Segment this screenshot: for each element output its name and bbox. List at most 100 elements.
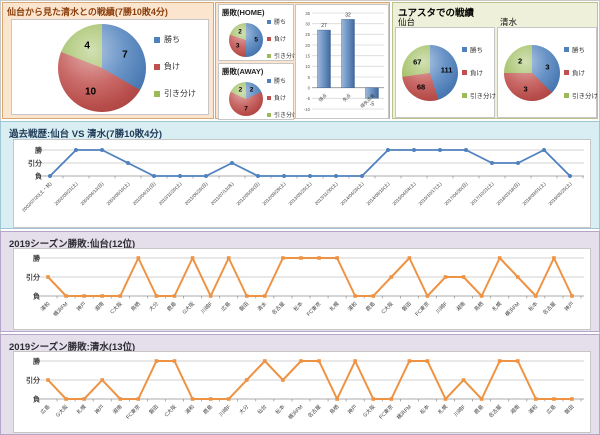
legend-label: 引き分け [572, 93, 598, 100]
yuasta-sendai-card: 111 68 67 勝ち 負け 引き分け [395, 27, 496, 118]
legend-item: 引き分け [564, 90, 598, 100]
data-point [118, 397, 123, 401]
data-point [226, 256, 231, 260]
yuasta-sendai-legend: 勝ち 負け 引き分け [462, 44, 496, 113]
legend-item: 勝ち [462, 44, 496, 54]
x-tick-label: 2013/11/30(土) [313, 180, 339, 206]
data-point [299, 359, 303, 363]
legend-item: 負け [267, 34, 298, 43]
legend-swatch [154, 63, 160, 70]
goals-bar-card: 35 30 25 20 15 10 5 0 -5 -10 27 得点 32 失点 -5 得失点差 [295, 4, 389, 119]
x-tick-label: 磐田 [147, 403, 160, 416]
x-tick-label: 札幌 [328, 299, 342, 313]
legend-item: 引き分け [462, 90, 496, 100]
x-tick-label: 大分 [237, 403, 250, 416]
legend-swatch [267, 112, 271, 117]
y-tick-label: 勝 [35, 146, 43, 155]
data-point [152, 174, 156, 178]
series-line [47, 257, 573, 297]
y-tick-label: 引分 [26, 273, 40, 282]
bar-value-label: 27 [321, 23, 327, 29]
panel-head-to-head: 仙台から見た清水との戦績(7勝10敗4分) 7 10 4 勝ち負け引き分け [2, 2, 214, 119]
x-tick-label: 2012/05/06(日) [235, 181, 261, 207]
data-point [46, 378, 50, 382]
legend-label: 負け [274, 37, 287, 43]
data-point [542, 148, 546, 152]
x-tick-label: 札幌 [436, 402, 450, 416]
data-point [154, 294, 159, 298]
legend-swatch [564, 69, 569, 75]
x-tick-label: 2011/06/26(日) [184, 181, 210, 207]
x-tick-label: 松本 [526, 300, 539, 313]
data-point [190, 256, 195, 260]
head-to-head-title: 仙台から見た清水との戦績(7勝10敗4分) [7, 7, 168, 17]
x-tick-label: G大阪 [54, 403, 70, 419]
away-record-pie-chart: 2 7 2 [229, 82, 263, 116]
data-point [230, 161, 234, 165]
data-point [100, 148, 104, 152]
x-tick-label: C大阪 [162, 403, 178, 419]
bar [341, 19, 355, 88]
y-tick-label: 10 [305, 64, 310, 69]
data-point [334, 174, 338, 178]
y-tick-label: 25 [305, 32, 310, 37]
yuasta-shimizu-pie-chart: 3 3 2 [504, 45, 560, 101]
x-tick-label: 神戸 [93, 403, 106, 416]
yuasta-shimizu-label: 清水 [500, 17, 518, 27]
legend-label: 負け [572, 70, 585, 77]
bar-value-label: 32 [345, 12, 351, 18]
x-tick-label: 名古屋 [486, 403, 503, 420]
data-point [100, 294, 105, 298]
data-point [479, 397, 484, 401]
x-tick-label: FC東京 [413, 300, 431, 318]
data-point [82, 294, 86, 298]
x-tick-label: 2003/04/13(日) [79, 181, 105, 207]
legend-label: 勝ち [274, 20, 287, 26]
legend-swatch [154, 90, 160, 97]
history-title: 過去戦歴:仙台 VS 清水(7勝10敗4分) [9, 129, 163, 140]
legend-label: 負け [274, 96, 287, 102]
data-point [281, 378, 285, 382]
data-point [568, 174, 572, 178]
x-tick-label: 2017/10/21(土) [469, 180, 495, 206]
legend-label: 勝ち [164, 35, 180, 44]
data-point [136, 397, 141, 401]
legend-label: 引き分け [164, 89, 196, 98]
pie-value-label: 2 [249, 86, 254, 94]
x-tick-label: 大分 [147, 300, 160, 313]
data-point [461, 275, 466, 279]
legend-item: 負け [154, 61, 196, 72]
home-record-legend: 勝ち 負け 引き分け [267, 17, 298, 68]
data-point [172, 294, 177, 298]
x-tick-label: 浦和 [346, 300, 359, 313]
data-point [371, 397, 376, 401]
x-tick-label: 鳥栖 [472, 300, 485, 313]
head-to-head-pie-chart: 7 10 4 [58, 24, 146, 112]
legend-swatch [267, 53, 271, 58]
data-point [178, 174, 182, 178]
data-point [64, 397, 68, 401]
yuasta-shimizu-card: 3 3 2 勝ち 負け 引き分け [497, 27, 598, 118]
legend-swatch [462, 92, 467, 98]
legend-label: 負け [164, 62, 180, 71]
x-tick-label: 鹿島 [364, 300, 377, 313]
y-tick-label: -10 [304, 107, 311, 112]
y-tick-label: -5 [306, 96, 310, 101]
data-point [204, 174, 208, 178]
y-tick-label: 35 [305, 11, 310, 16]
shimizu-2019-title: 2019シーズン勝敗:清水(13位) [9, 342, 136, 353]
bar-category-label: 得点 [317, 92, 329, 104]
pie-value-label: 2 [238, 86, 243, 94]
legend-swatch [564, 46, 569, 52]
data-point [461, 378, 466, 382]
x-tick-label: 磐田 [400, 300, 413, 313]
x-tick-label: C大阪 [108, 300, 124, 316]
x-tick-label: 2012/09/29(土) [261, 180, 287, 206]
data-point [443, 275, 448, 279]
y-tick-label: 15 [305, 53, 310, 58]
y-tick-label: 30 [305, 21, 310, 26]
y-tick-label: 負 [35, 172, 42, 181]
x-tick-label: 札幌 [490, 299, 504, 313]
